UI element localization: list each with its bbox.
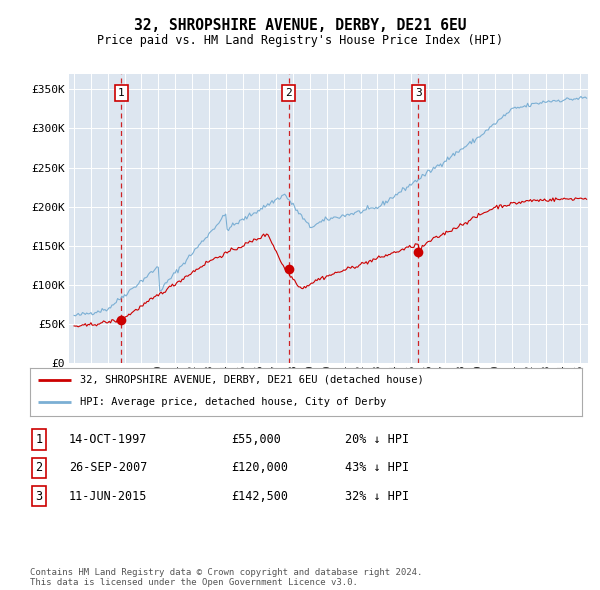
Text: £120,000: £120,000	[231, 461, 288, 474]
Text: 32, SHROPSHIRE AVENUE, DERBY, DE21 6EU (detached house): 32, SHROPSHIRE AVENUE, DERBY, DE21 6EU (…	[80, 375, 424, 385]
Text: 11-JUN-2015: 11-JUN-2015	[69, 490, 148, 503]
Text: 3: 3	[415, 88, 422, 99]
Text: 14-OCT-1997: 14-OCT-1997	[69, 433, 148, 446]
Text: HPI: Average price, detached house, City of Derby: HPI: Average price, detached house, City…	[80, 398, 386, 408]
Text: £55,000: £55,000	[231, 433, 281, 446]
Text: Contains HM Land Registry data © Crown copyright and database right 2024.
This d: Contains HM Land Registry data © Crown c…	[30, 568, 422, 587]
Text: 20% ↓ HPI: 20% ↓ HPI	[345, 433, 409, 446]
Text: 1: 1	[118, 88, 124, 99]
Text: Price paid vs. HM Land Registry's House Price Index (HPI): Price paid vs. HM Land Registry's House …	[97, 34, 503, 47]
Text: 1: 1	[35, 433, 43, 446]
Text: 43% ↓ HPI: 43% ↓ HPI	[345, 461, 409, 474]
Text: 32% ↓ HPI: 32% ↓ HPI	[345, 490, 409, 503]
Text: 2: 2	[35, 461, 43, 474]
Text: 32, SHROPSHIRE AVENUE, DERBY, DE21 6EU: 32, SHROPSHIRE AVENUE, DERBY, DE21 6EU	[134, 18, 466, 32]
Text: £142,500: £142,500	[231, 490, 288, 503]
Text: 3: 3	[35, 490, 43, 503]
Text: 2: 2	[285, 88, 292, 99]
Text: 26-SEP-2007: 26-SEP-2007	[69, 461, 148, 474]
